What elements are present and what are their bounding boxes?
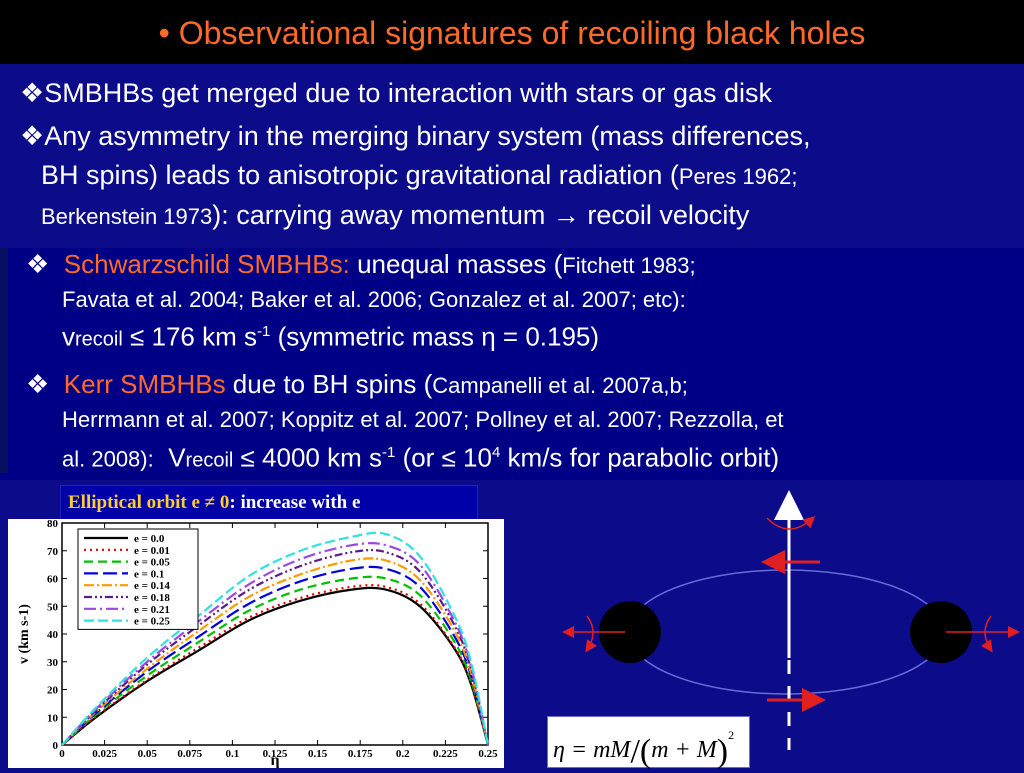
black-hole-left (599, 601, 661, 663)
binary-orbit-diagram (562, 490, 1020, 750)
schwarzschild-line1: ❖ Schwarzschild SMBHBs: unequal masses (… (26, 249, 696, 279)
legend-label: e = 0.1 (134, 568, 164, 580)
spin-arrow-left (585, 615, 597, 653)
x-tick-label: 0.125 (263, 748, 288, 760)
x-tick-label: 0.175 (348, 748, 373, 760)
legend-label: e = 0.21 (134, 604, 170, 616)
schwarzschild-line3: vrecoil ≤ 176 km s-1 (symmetric mass η =… (62, 321, 600, 352)
y-axis-label: v (km s-1) (17, 604, 32, 664)
fraction-slash: /( (630, 733, 652, 770)
chart-svg: 0 0.025 0.05 0.075 0.1 0.125 0.15 0.175 0.2 0.225… (17, 518, 498, 769)
y-tick-label: 70 (47, 546, 59, 558)
x-tick-label: 0.25 (478, 748, 498, 760)
elliptical-caption: Elliptical orbit e ≠ 0: increase with e (68, 492, 361, 513)
y-tick-label: 40 (47, 629, 59, 641)
y-tick-label: 60 (47, 574, 59, 586)
y-tick-label: 10 (47, 712, 59, 724)
x-tick-label: 0 (59, 748, 65, 760)
spin-arrow-right (981, 615, 993, 653)
x-tick-label: 0.075 (177, 748, 202, 760)
y-tick-label: 50 (47, 601, 59, 613)
series-line (61, 583, 490, 746)
y-tick-label: 20 (47, 685, 59, 697)
series-line (61, 575, 490, 746)
bullet-asymmetry-line2: BH spins) leads to anisotropic gravitati… (41, 160, 798, 190)
kerr-line2: Herrmann et al. 2007; Koppitz et al. 200… (62, 407, 784, 432)
x-axis-label: η (270, 752, 279, 768)
series-line (61, 542, 490, 746)
bullet-marker-icon: ❖ (20, 121, 45, 151)
series-line (61, 565, 490, 746)
series-line (61, 557, 490, 746)
series-line (61, 548, 490, 746)
bullet-asymmetry-line3: Berkenstein 1973): carrying away momentu… (41, 200, 750, 230)
legend-label: e = 0.14 (134, 580, 170, 592)
recoil-panel (0, 248, 1024, 480)
bullet-asymmetry-line1: ❖Any asymmetry in the merging binary sys… (20, 121, 811, 151)
y-tick-label: 0 (53, 740, 59, 752)
x-tick-label: 0.15 (308, 748, 328, 760)
legend-label: e = 0.18 (134, 592, 170, 604)
schwarzschild-line2: Favata et al. 2004; Baker et al. 2006; G… (62, 287, 686, 312)
recoil-velocity-chart: 0 0.025 0.05 0.075 0.1 0.125 0.15 0.175 0.2 0.225… (8, 518, 504, 769)
panel-edge (0, 248, 8, 473)
black-hole-right (910, 601, 972, 663)
spin-arrow-top (766, 515, 816, 530)
x-tick-label: 0.025 (92, 748, 117, 760)
bullet-merge: ❖SMBHBs get merged due to interaction wi… (20, 78, 773, 108)
x-tick-label: 0.05 (138, 748, 158, 760)
y-tick-label: 30 (47, 657, 59, 669)
equation-box (547, 716, 750, 768)
y-tick-label: 80 (47, 519, 59, 530)
kerr-line1: ❖ Kerr SMBHBs due to BH spins (Campanell… (26, 369, 688, 399)
title-bar (0, 0, 1024, 64)
bullet-marker-icon: ❖ (20, 78, 45, 108)
x-tick-label: 0.225 (433, 748, 458, 760)
eta-equation: η = mM/(m + M)2 (553, 728, 735, 770)
legend-label: e = 0.05 (134, 557, 170, 569)
series-line (61, 586, 490, 746)
orbit-ellipse (627, 569, 945, 695)
bullet-marker-icon: ❖ (26, 369, 50, 399)
legend-label: e = 0.0 (134, 533, 165, 545)
closing-paren: ) (716, 733, 729, 770)
x-tick-label: 0.1 (226, 748, 240, 760)
legend-box (77, 528, 199, 630)
legend-label: e = 0.25 (134, 616, 170, 628)
kerr-line3: al. 2008): Vrecoil ≤ 4000 km s-1 (or ≤ 1… (62, 442, 780, 473)
series-line (61, 531, 490, 746)
bullet-marker-icon: ❖ (26, 249, 50, 279)
legend-label: e = 0.01 (134, 545, 170, 557)
x-tick-label: 0.2 (396, 748, 410, 760)
slide-title: • Observational signatures of recoiling … (158, 15, 866, 51)
